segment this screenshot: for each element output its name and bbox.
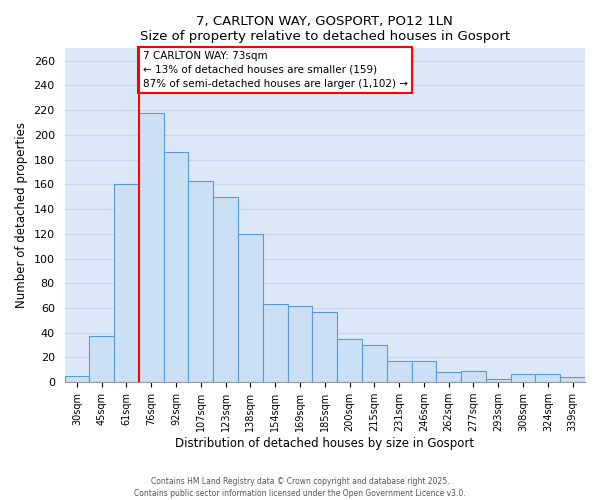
Bar [362, 345, 387, 382]
Bar [238, 234, 263, 382]
Bar [535, 374, 560, 382]
Bar [313, 312, 337, 382]
Bar [486, 378, 511, 382]
Text: Contains HM Land Registry data © Crown copyright and database right 2025.
Contai: Contains HM Land Registry data © Crown c… [134, 476, 466, 498]
Bar [387, 361, 412, 382]
X-axis label: Distribution of detached houses by size in Gosport: Distribution of detached houses by size … [175, 437, 475, 450]
Title: 7, CARLTON WAY, GOSPORT, PO12 1LN
Size of property relative to detached houses i: 7, CARLTON WAY, GOSPORT, PO12 1LN Size o… [140, 15, 510, 43]
Bar [560, 378, 585, 382]
Bar [164, 152, 188, 382]
Bar [436, 372, 461, 382]
Bar [461, 371, 486, 382]
Y-axis label: Number of detached properties: Number of detached properties [15, 122, 28, 308]
Bar [213, 196, 238, 382]
Bar [263, 304, 287, 382]
Bar [139, 112, 164, 382]
Bar [114, 184, 139, 382]
Bar [287, 306, 313, 382]
Text: 7 CARLTON WAY: 73sqm
← 13% of detached houses are smaller (159)
87% of semi-deta: 7 CARLTON WAY: 73sqm ← 13% of detached h… [143, 51, 407, 89]
Bar [65, 376, 89, 382]
Bar [412, 361, 436, 382]
Bar [89, 336, 114, 382]
Bar [337, 339, 362, 382]
Bar [511, 374, 535, 382]
Bar [188, 180, 213, 382]
